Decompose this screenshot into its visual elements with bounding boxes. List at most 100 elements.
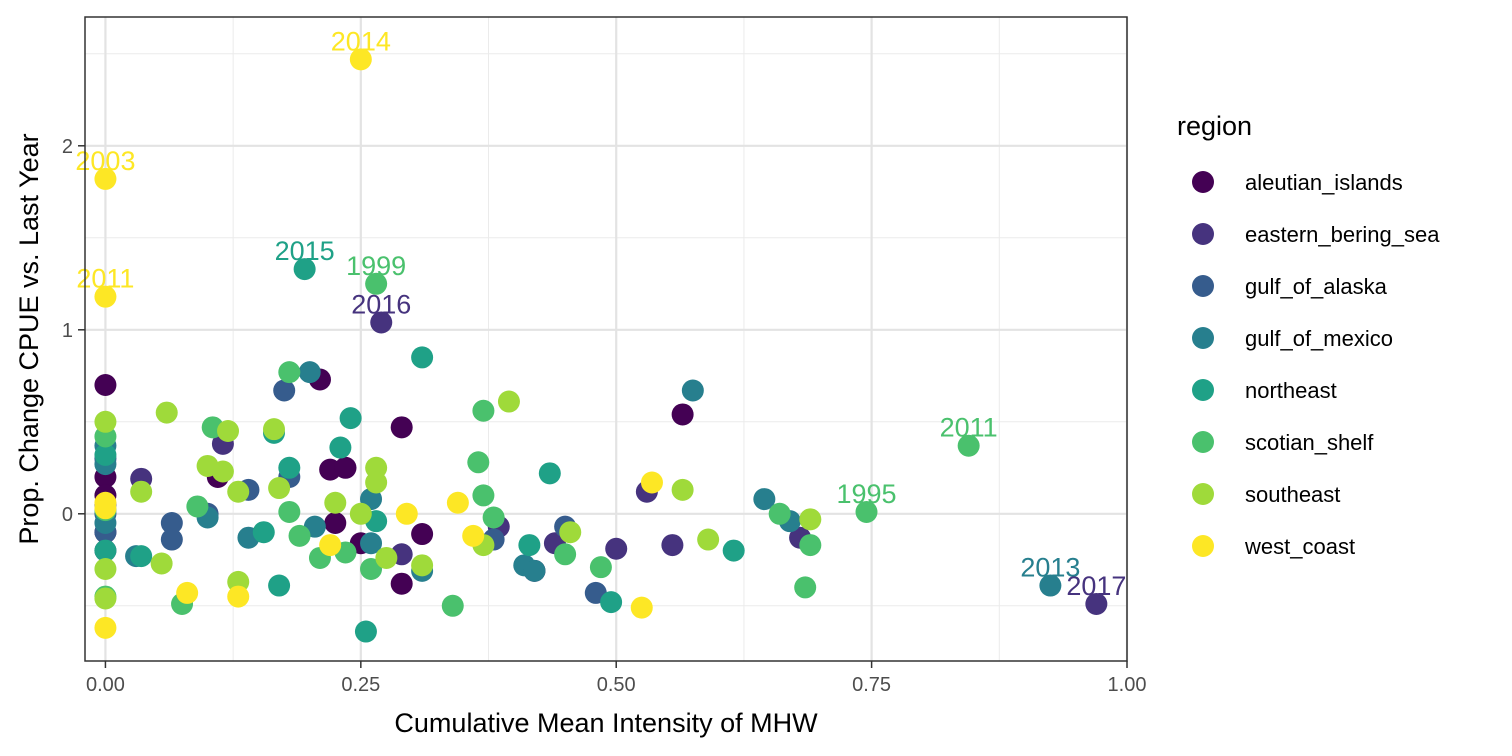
point-annotation: 2014	[331, 26, 391, 56]
data-point-southeast	[94, 587, 117, 610]
x-tick-label: 0.00	[86, 674, 125, 696]
legend-title: region	[1177, 111, 1252, 141]
data-point-west_coast	[94, 167, 117, 190]
legend-label-gulf_of_alaska: gulf_of_alaska	[1245, 274, 1388, 299]
legend: aleutian_islands eastern_bering_sea gulf_o…	[1192, 170, 1440, 559]
data-point-northeast	[354, 620, 377, 643]
data-point-gulf_of_mexico	[1039, 574, 1062, 597]
data-point-northeast	[600, 591, 623, 614]
data-point-southeast	[94, 558, 117, 580]
data-point-northeast	[329, 436, 352, 459]
data-point-aleutian_islands	[390, 572, 413, 595]
point-annotation: 1999	[346, 251, 406, 281]
data-point-northeast	[339, 407, 362, 430]
data-point-northeast	[94, 539, 117, 562]
data-point-eastern_bering_sea	[661, 534, 684, 557]
data-point-west_coast	[319, 534, 342, 557]
y-axis-title: Prop. Change CPUE vs. Last Year	[14, 133, 44, 544]
data-point-northeast	[722, 539, 745, 562]
data-point-scotian_shelf	[186, 495, 209, 518]
point-annotation: 2013	[1020, 553, 1080, 583]
data-point-gulf_of_mexico	[298, 361, 321, 384]
point-annotation: 1995	[836, 479, 896, 509]
legend-label-scotian_shelf: scotian_shelf	[1245, 430, 1374, 455]
data-point-southeast	[799, 508, 822, 531]
data-point-northeast	[411, 346, 434, 369]
legend-label-gulf_of_mexico: gulf_of_mexico	[1245, 326, 1393, 351]
legend-key-eastern_bering_sea	[1192, 223, 1214, 245]
data-point-gulf_of_mexico	[753, 488, 776, 511]
point-annotation: 2015	[275, 236, 335, 266]
data-point-southeast	[411, 554, 434, 577]
data-point-scotian_shelf	[441, 594, 464, 617]
data-point-southeast	[155, 401, 178, 424]
data-point-scotian_shelf	[554, 543, 577, 566]
data-point-southeast	[497, 390, 520, 413]
data-point-gulf_of_alaska	[160, 528, 183, 551]
data-point-aleutian_islands	[390, 416, 413, 439]
data-point-gulf_of_mexico	[681, 379, 704, 402]
x-tick-label: 0.50	[597, 674, 636, 696]
data-point-aleutian_islands	[94, 374, 117, 396]
y-axis-ticks: 0 1 2	[62, 136, 85, 526]
data-point-scotian_shelf	[482, 506, 505, 529]
legend-key-aleutian_islands	[1192, 171, 1214, 193]
legend-key-southeast	[1192, 483, 1214, 505]
data-point-scotian_shelf	[278, 361, 301, 384]
data-point-gulf_of_alaska	[273, 379, 296, 402]
data-point-scotian_shelf	[467, 451, 490, 474]
legend-label-west_coast: west_coast	[1244, 534, 1355, 559]
data-point-scotian_shelf	[360, 558, 383, 580]
data-point-southeast	[94, 410, 117, 433]
data-point-scotian_shelf	[472, 399, 495, 422]
x-tick-label: 0.75	[852, 674, 891, 696]
data-point-west_coast	[349, 48, 372, 71]
legend-label-southeast: southeast	[1245, 482, 1340, 507]
data-point-southeast	[211, 460, 234, 483]
data-point-southeast	[349, 502, 372, 525]
data-point-west_coast	[446, 491, 469, 514]
data-point-eastern_bering_sea	[605, 537, 628, 560]
data-point-northeast	[130, 545, 153, 568]
x-tick-label: 0.25	[341, 674, 380, 696]
data-point-southeast	[217, 420, 240, 442]
data-point-southeast	[375, 546, 398, 569]
legend-key-scotian_shelf	[1192, 431, 1214, 453]
point-annotation: 2011	[76, 264, 134, 294]
data-point-scotian_shelf	[855, 500, 878, 523]
data-point-northeast	[268, 574, 291, 597]
data-point-west_coast	[395, 502, 418, 525]
data-points	[94, 48, 1108, 643]
data-point-southeast	[559, 521, 582, 544]
x-tick-label: 1.00	[1108, 674, 1147, 696]
data-point-northeast	[293, 258, 316, 281]
x-axis-title: Cumulative Mean Intensity of MHW	[394, 708, 818, 738]
data-point-gulf_of_mexico	[360, 532, 383, 555]
data-point-scotian_shelf	[799, 534, 822, 557]
data-point-southeast	[262, 418, 285, 441]
data-point-northeast	[252, 521, 275, 544]
data-point-northeast	[538, 462, 561, 485]
x-axis-ticks: 0.00 0.25 0.50 0.75 1.00	[86, 661, 1147, 696]
data-point-southeast	[130, 480, 153, 503]
data-point-aleutian_islands	[411, 523, 434, 546]
data-point-southeast	[268, 477, 291, 500]
data-point-gulf_of_mexico	[523, 559, 546, 582]
data-point-scotian_shelf	[957, 434, 980, 457]
data-point-west_coast	[630, 596, 653, 619]
data-point-southeast	[365, 471, 388, 494]
data-point-aleutian_islands	[324, 512, 347, 534]
y-tick-label: 2	[62, 136, 73, 158]
point-annotation: 2016	[351, 289, 411, 319]
data-point-gulf_of_alaska	[160, 512, 183, 534]
data-point-scotian_shelf	[365, 272, 388, 295]
legend-key-west_coast	[1192, 535, 1214, 557]
data-point-scotian_shelf	[288, 524, 311, 547]
data-point-northeast	[278, 456, 301, 479]
data-point-west_coast	[227, 585, 250, 608]
legend-label-northeast: northeast	[1245, 378, 1337, 403]
y-tick-label: 0	[62, 504, 73, 526]
